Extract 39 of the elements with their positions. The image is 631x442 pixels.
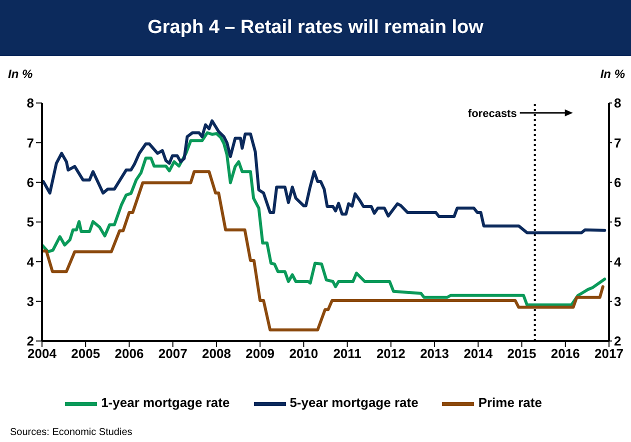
y2-tick-label: 6 <box>614 174 622 190</box>
line-series <box>42 131 606 306</box>
line-series <box>42 119 606 234</box>
y2-tick-label: 2 <box>614 334 622 349</box>
chart-title: Graph 4 – Retail rates will remain low <box>148 17 484 39</box>
y2-tick-label: 5 <box>614 214 622 230</box>
x-tick-label: 2013 <box>420 346 449 362</box>
x-tick-label: 2014 <box>464 346 494 362</box>
y-tick-label: 7 <box>26 135 34 150</box>
y-tick-label: 4 <box>26 254 35 270</box>
x-tick-label: 2006 <box>114 346 144 362</box>
x-tick-label: 2007 <box>158 346 188 362</box>
legend-label: 1-year mortgage rate <box>101 395 230 410</box>
y-tick-label: 5 <box>26 214 34 230</box>
y2-axis-title: In % <box>600 67 625 81</box>
line-series <box>42 170 604 332</box>
source-note: Sources: Economic Studies <box>10 427 132 438</box>
x-tick-label: 2017 <box>594 346 624 362</box>
x-tick-label: 2009 <box>246 346 275 362</box>
x-tick-label: 2011 <box>333 346 362 362</box>
y2-tick-label: 3 <box>614 294 622 309</box>
legend-label: 5-year mortgage rate <box>290 395 418 410</box>
y-axis-title: In % <box>8 67 33 81</box>
y-tick-label: 6 <box>26 174 34 190</box>
x-tick-label: 2016 <box>550 346 580 362</box>
y2-tick-label: 7 <box>614 135 622 150</box>
legend-label: Prime rate <box>478 395 542 410</box>
y-tick-label: 2 <box>26 334 34 349</box>
x-tick-label: 2008 <box>202 346 231 362</box>
x-tick-label: 2012 <box>376 346 406 362</box>
y2-tick-label: 8 <box>614 96 622 111</box>
x-tick-label: 2015 <box>507 346 536 362</box>
x-tick-label: 2010 <box>289 346 318 362</box>
x-tick-label: 2004 <box>28 346 58 362</box>
y-tick-label: 3 <box>26 294 34 309</box>
annotation: forecasts <box>468 108 517 120</box>
x-tick-label: 2005 <box>71 346 100 362</box>
y-tick-label: 8 <box>26 96 34 111</box>
y2-tick-label: 4 <box>614 254 622 270</box>
